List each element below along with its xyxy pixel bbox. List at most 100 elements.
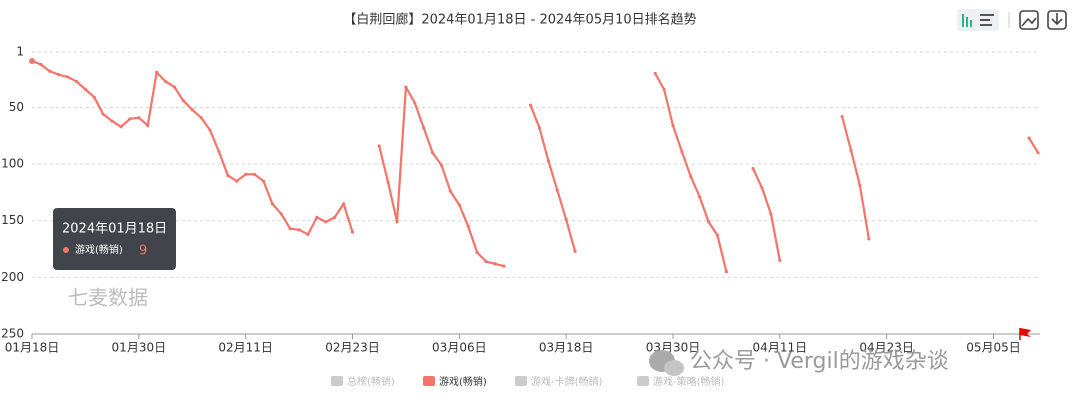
legend-item[interactable]: 游戏-策略(畅销): [637, 375, 725, 388]
y-tick-label: 150: [1, 213, 24, 227]
data-point: [39, 62, 43, 67]
data-point: [395, 220, 399, 224]
data-point: [199, 116, 203, 120]
image-icon-art: [1021, 17, 1037, 27]
tooltip-title: 2024年01月18日: [62, 222, 167, 237]
data-point: [137, 116, 141, 120]
list-icon[interactable]: [980, 14, 994, 26]
data-point: [769, 212, 773, 216]
bar-icon[interactable]: [962, 14, 972, 27]
y-tick-label: 250: [1, 327, 24, 341]
data-point: [190, 108, 194, 112]
data-point: [413, 101, 417, 105]
data-point: [751, 167, 755, 171]
data-point: [431, 151, 435, 155]
x-tick-label: 02月23日: [325, 341, 380, 355]
x-tick-label: 04月23日: [859, 341, 914, 355]
legend-swatch: [423, 376, 435, 386]
image-icon[interactable]: [1019, 10, 1039, 30]
data-point: [163, 79, 168, 84]
data-point: [778, 258, 782, 262]
overlay: 公众号 · Vergil的游戏杂谈: [649, 349, 949, 376]
data-point: [261, 179, 266, 183]
data-point: [252, 172, 257, 176]
tooltip-dot: [63, 247, 69, 253]
data-point: [279, 212, 283, 216]
plot: [29, 58, 1040, 274]
data-point: [715, 233, 720, 238]
tooltip-series: 游戏(畅销): [75, 243, 123, 256]
y-tick-label: 100: [1, 157, 24, 171]
legend-item[interactable]: 总榜(畅销): [331, 375, 395, 388]
legend-item[interactable]: 游戏-卡牌(畅销): [515, 375, 603, 388]
data-point: [146, 124, 150, 128]
download-icon[interactable]: [1047, 10, 1067, 30]
data-point: [288, 227, 292, 231]
x-tick-label: 04月11日: [753, 341, 808, 355]
legend-label: 总榜(畅销): [347, 375, 395, 388]
data-point: [707, 220, 711, 224]
data-point: [244, 172, 248, 176]
legend-swatch: [637, 376, 649, 386]
data-point: [155, 70, 159, 74]
data-point: [1027, 136, 1031, 140]
tooltip: 2024年01月18日 游戏(畅销) 9: [53, 208, 176, 270]
data-point: [66, 75, 70, 79]
data-point: [502, 264, 506, 268]
data-point: [564, 218, 568, 222]
data-point: [324, 220, 328, 224]
data-point: [858, 184, 862, 188]
data-point: [537, 126, 542, 130]
tooltip-box: [53, 208, 176, 270]
x-tick-label: 05月05日: [966, 341, 1021, 355]
data-point: [119, 125, 123, 129]
chart-title: 【白荆回廊】2024年01月18日 - 2024年05月10日排名趋势: [343, 12, 696, 28]
data-point: [333, 215, 337, 219]
legend-item[interactable]: 游戏(畅销): [423, 375, 487, 388]
data-point: [92, 95, 96, 99]
data-point: [662, 87, 666, 91]
flag: [1019, 328, 1031, 340]
data-point: [867, 237, 871, 241]
data-point: [680, 150, 684, 154]
data-point: [689, 174, 693, 179]
legend-swatch: [515, 376, 527, 386]
tooltip-value: 9: [139, 244, 147, 259]
data-point: [270, 202, 274, 206]
data-point: [208, 128, 212, 132]
data-point: [386, 180, 390, 184]
y-tick-label: 200: [1, 270, 24, 284]
data-point: [110, 119, 114, 123]
data-point: [315, 215, 319, 219]
legend: 总榜(畅销) 游戏(畅销) 游戏-卡牌(畅销) 游戏-策略(畅销): [331, 375, 725, 388]
data-point: [724, 270, 729, 274]
data-point: [350, 230, 355, 234]
data-point: [849, 148, 853, 153]
x-tick-label: 02月11日: [218, 341, 273, 355]
data-point: [404, 85, 408, 89]
series-line: [31, 60, 1039, 272]
wechat-icon2: [664, 360, 684, 376]
data-point: [74, 79, 79, 84]
legend-label: 游戏-策略(畅销): [653, 375, 725, 388]
data-point: [48, 69, 52, 73]
data-point: [671, 124, 675, 128]
data-point: [573, 249, 577, 253]
data-point: [457, 203, 461, 207]
data-point: [422, 126, 426, 130]
data-point: [439, 163, 444, 167]
watermark: 七麦数据: [68, 286, 148, 310]
data-point: [29, 58, 35, 65]
data-point: [172, 85, 177, 89]
data-point: [181, 99, 185, 103]
data-point: [698, 195, 702, 199]
data-point: [760, 186, 764, 190]
overlay-text: 公众号 · Vergil的游戏杂谈: [690, 349, 949, 374]
data-point: [475, 250, 479, 255]
legend-label: 游戏-卡牌(畅销): [531, 375, 603, 388]
x-tick-label: 01月18日: [5, 341, 60, 355]
data-point: [341, 202, 346, 206]
legend-swatch: [331, 376, 343, 386]
